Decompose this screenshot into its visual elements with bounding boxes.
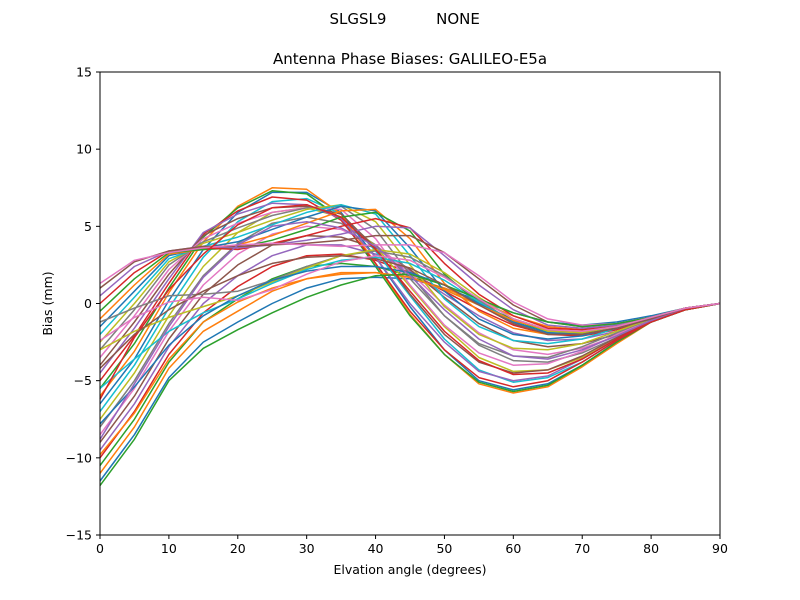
y-axis-ticks: −15 −10 −5 0 5 10 15 — [66, 65, 100, 543]
y-tick-label: 0 — [84, 296, 92, 311]
y-tick-label: −10 — [66, 450, 92, 465]
y-tick-label: 10 — [76, 142, 92, 157]
y-tick-label: −15 — [66, 528, 92, 543]
series-line-6 — [99, 234, 721, 443]
series-line-37 — [99, 254, 721, 342]
series-line-34 — [99, 203, 721, 400]
series-line-13 — [99, 190, 721, 393]
x-tick-label: 60 — [505, 541, 521, 556]
x-tick-label: 70 — [574, 541, 590, 556]
x-tick-label: 0 — [96, 541, 104, 556]
series-line-33 — [99, 273, 721, 487]
y-tick-label: 5 — [84, 219, 92, 234]
series-lines — [99, 187, 721, 487]
y-tick-label: −5 — [74, 373, 92, 388]
series-line-19 — [99, 203, 721, 351]
radome-name: NONE — [436, 10, 480, 28]
x-tick-label: 80 — [643, 541, 659, 556]
x-tick-label: 40 — [368, 541, 384, 556]
x-axis-ticks: 0 10 20 30 40 50 60 70 80 90 — [96, 535, 728, 556]
series-line-35 — [99, 220, 721, 440]
y-axis-label: Bias (mm) — [40, 271, 55, 335]
station-name: SLGSL9 — [330, 10, 387, 28]
x-tick-label: 30 — [299, 541, 315, 556]
chart-title: Antenna Phase Biases: GALILEO-E5a — [273, 50, 547, 68]
series-line-36 — [99, 254, 721, 369]
x-axis-label: Elvation angle (degrees) — [333, 562, 486, 577]
x-tick-label: 10 — [161, 541, 177, 556]
series-line-16 — [99, 205, 721, 374]
y-tick-label: 15 — [76, 65, 92, 80]
x-tick-label: 20 — [230, 541, 246, 556]
series-line-14 — [99, 196, 721, 388]
x-tick-label: 90 — [712, 541, 728, 556]
x-tick-label: 50 — [436, 541, 452, 556]
series-line-17 — [99, 207, 721, 366]
